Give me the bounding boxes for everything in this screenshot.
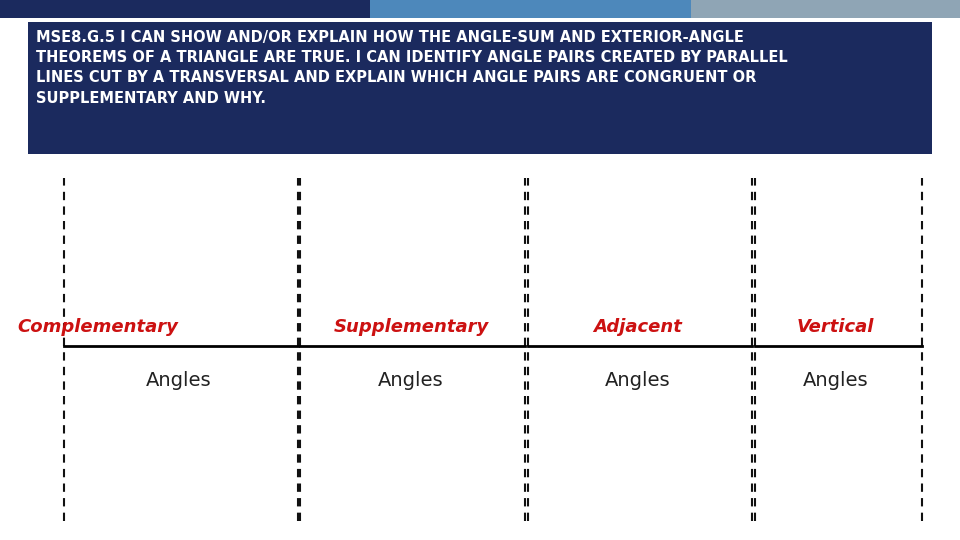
Text: Complementary: Complementary	[17, 318, 179, 336]
Bar	[370, 0, 691, 18]
Text: Adjacent: Adjacent	[593, 318, 682, 336]
Text: Supplementary: Supplementary	[333, 318, 489, 336]
Text: Angles: Angles	[378, 371, 444, 390]
Text: Vertical: Vertical	[797, 318, 874, 336]
Text: Angles: Angles	[803, 371, 868, 390]
Bar	[691, 0, 960, 18]
Text: Angles: Angles	[605, 371, 670, 390]
Bar	[0, 0, 370, 18]
Bar	[28, 22, 932, 154]
Text: MSE8.G.5 I CAN SHOW AND/OR EXPLAIN HOW THE ANGLE-SUM AND EXTERIOR-ANGLE
THEOREMS: MSE8.G.5 I CAN SHOW AND/OR EXPLAIN HOW T…	[36, 30, 787, 106]
Text: Angles: Angles	[146, 371, 211, 390]
